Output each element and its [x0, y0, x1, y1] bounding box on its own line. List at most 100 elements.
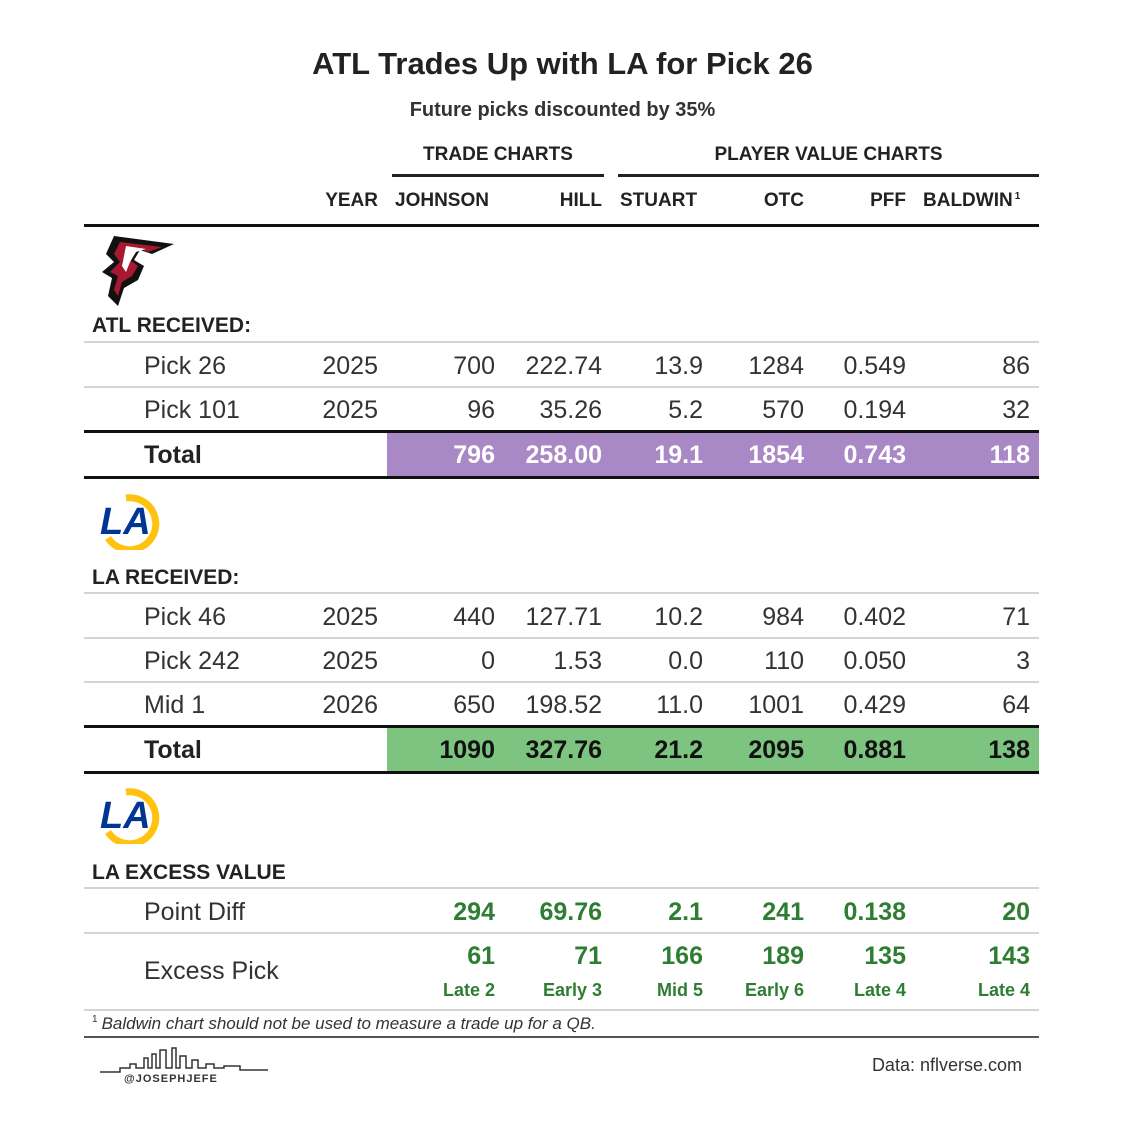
la-total-row: Total 1090 327.76 21.2 2095 0.881 138	[84, 728, 1039, 772]
atl-total-bottom-rule	[84, 476, 1039, 479]
row-year: 2025	[322, 647, 378, 675]
hill-diff: 69.76	[539, 898, 602, 926]
otc-value: 1284	[748, 352, 804, 380]
excess-bottom-rule	[84, 1009, 1039, 1011]
pff-value: 0.194	[843, 396, 906, 424]
stuart-value: 10.2	[654, 603, 703, 631]
otc-value: 570	[762, 396, 804, 424]
col-baldwin-label: BALDWIN	[923, 190, 1013, 211]
group-player-value-charts: PLAYER VALUE CHARTS	[714, 144, 943, 165]
johnson-diff: 294	[453, 898, 495, 926]
johnson-value: 96	[467, 396, 495, 424]
table-row: Pick 26 2025 700 222.74 13.9 1284 0.549 …	[84, 344, 1039, 388]
footnote-text: Baldwin chart should not be used to meas…	[101, 1014, 596, 1033]
row-divider	[84, 386, 1039, 388]
table-row: Mid 1 2026 650 198.52 11.0 1001 0.429 64	[84, 683, 1039, 727]
hill-excess-pick: 71	[574, 942, 602, 970]
otc-total: 1854	[748, 441, 804, 469]
pff-value: 0.402	[843, 603, 906, 631]
otc-excess-pick: 189	[762, 942, 804, 970]
johnson-total: 796	[453, 441, 495, 469]
la-total-bottom-rule	[84, 771, 1039, 774]
svg-text:LA: LA	[100, 795, 151, 837]
row-label: Point Diff	[144, 898, 245, 926]
baldwin-total: 138	[988, 736, 1030, 764]
row-label: Excess Pick	[144, 957, 279, 985]
johnson-value: 700	[453, 352, 495, 380]
group-trade-charts: TRADE CHARTS	[423, 144, 573, 165]
atl-heading-rule	[84, 341, 1039, 343]
footer-rule	[84, 1036, 1039, 1038]
row-year: 2025	[322, 603, 378, 631]
page-title: ATL Trades Up with LA for Pick 26	[312, 46, 813, 81]
skyline-logo-icon	[100, 1047, 268, 1073]
atl-total-row: Total 796 258.00 19.1 1854 0.743 118	[84, 433, 1039, 477]
total-label: Total	[144, 441, 202, 469]
stuart-value: 0.0	[668, 647, 703, 675]
col-stuart: STUART	[620, 190, 698, 211]
hill-value: 198.52	[525, 691, 602, 719]
atl-received-heading: ATL RECEIVED:	[92, 314, 252, 337]
pff-value: 0.549	[843, 352, 906, 380]
col-johnson: JOHNSON	[395, 190, 489, 211]
header-rule	[84, 224, 1039, 227]
pff-excess-pick: 135	[864, 942, 906, 970]
johnson-value: 650	[453, 691, 495, 719]
col-year: YEAR	[325, 190, 378, 211]
point-diff-row: Point Diff 294 69.76 2.1 241 0.138 20	[84, 890, 1039, 934]
row-label: Pick 101	[144, 396, 240, 424]
row-year: 2026	[322, 691, 378, 719]
pff-round-desc: Late 4	[853, 980, 906, 1000]
stuart-excess-pick: 166	[661, 942, 703, 970]
stuart-value: 5.2	[668, 396, 703, 424]
hill-total: 327.76	[525, 736, 602, 764]
stuart-value: 13.9	[654, 352, 703, 380]
hill-round-desc: Early 3	[542, 980, 602, 1000]
row-divider	[84, 681, 1039, 683]
row-year: 2025	[322, 352, 378, 380]
col-baldwin: BALDWIN 1	[923, 190, 1020, 212]
la-excess-heading: LA EXCESS VALUE	[92, 861, 286, 884]
table-row: Pick 242 2025 0 1.53 0.0 110 0.050 3	[84, 639, 1039, 683]
otc-total: 2095	[748, 736, 804, 764]
pff-total: 0.743	[843, 441, 906, 469]
row-year: 2025	[322, 396, 378, 424]
otc-value: 110	[764, 647, 804, 675]
la-received-heading: LA RECEIVED:	[92, 566, 240, 589]
brand-handle: @JOSEPHJEFE	[124, 1073, 218, 1085]
row-label: Pick 46	[144, 603, 226, 631]
pff-value: 0.429	[843, 691, 906, 719]
stuart-round-desc: Mid 5	[656, 980, 703, 1000]
row-label: Pick 26	[144, 352, 226, 380]
stuart-value: 11.0	[656, 691, 703, 719]
hill-value: 222.74	[525, 352, 602, 380]
baldwin-value: 71	[1002, 603, 1030, 631]
otc-value: 984	[762, 603, 804, 631]
pff-diff: 0.138	[843, 898, 906, 926]
baldwin-value: 3	[1016, 647, 1030, 675]
col-hill: HILL	[559, 190, 602, 211]
otc-round-desc: Early 6	[744, 980, 804, 1000]
baldwin-value: 32	[1002, 396, 1030, 424]
data-source: Data: nflverse.com	[871, 1055, 1022, 1075]
falcons-logo-icon	[102, 236, 174, 306]
otc-diff: 241	[762, 898, 804, 926]
atl-total-top-rule	[84, 430, 1039, 433]
row-label: Mid 1	[144, 691, 206, 719]
hill-value: 1.53	[553, 647, 602, 675]
total-label: Total	[144, 736, 202, 764]
baldwin-round-desc: Late 4	[977, 980, 1030, 1000]
hill-total: 258.00	[525, 441, 602, 469]
table-row: Pick 46 2025 440 127.71 10.2 984 0.402 7…	[84, 595, 1039, 639]
otc-value: 1001	[748, 691, 804, 719]
table-row: Pick 101 2025 96 35.26 5.2 570 0.194 32	[84, 388, 1039, 432]
row-label: Pick 242	[144, 647, 240, 675]
la-total-fill	[387, 728, 1039, 772]
baldwin-footnote-marker: 1	[1014, 190, 1021, 202]
baldwin-total: 118	[989, 441, 1030, 469]
stuart-total: 19.1	[654, 441, 703, 469]
atl-total-fill	[387, 433, 1039, 477]
excess-heading-rule	[84, 887, 1039, 889]
pff-value: 0.050	[843, 647, 906, 675]
johnson-total: 1090	[439, 736, 495, 764]
